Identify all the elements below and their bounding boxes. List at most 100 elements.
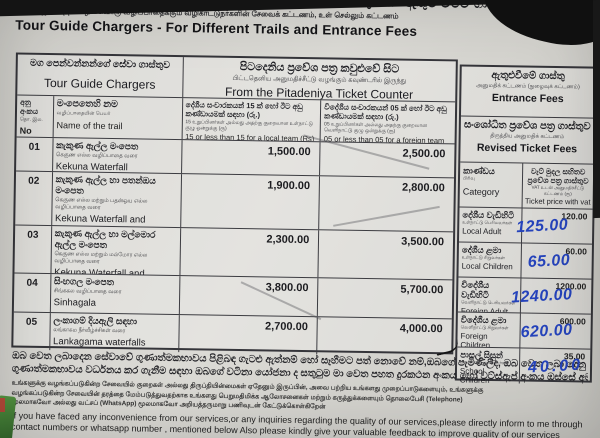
- trail-name-cell: සිංහගල මංපෙත சிங்ககல வழிப்பாதை வரை Sinha…: [50, 274, 180, 315]
- dark-right-edge: [593, 0, 600, 219]
- price-column-header: වැට් මුදල සහිතව ප්‍රවේශ පත්‍ර ගාස්තුව VA…: [523, 163, 594, 208]
- tour-guide-chargers-sinhala: මග පෙන්වන්නන්ගේ සේවා ගාස්තුව: [29, 57, 171, 71]
- local-team-fee: 2,300.00: [179, 228, 320, 278]
- handwritten-revised-fee: 1240.00: [510, 286, 573, 307]
- entrance-fees-header: ඇතුළුවීමේ ගාස්තු அனுமதிக் கட்டணம் (நுழைவ…: [460, 66, 595, 119]
- table-column-header-row: අනු අංකය தொ. இல. No මංපෙතෙහි නම வழிப்பாத…: [16, 95, 456, 145]
- entrance-fees-english: Entrance Fees: [491, 91, 564, 106]
- column-foreign-sinhala: විදේශීය සංචාරකයන් 05 ක් හෝ ඊට අඩු කණ්ඩාය…: [324, 102, 447, 122]
- trail-name-english: Kekuna Waterfall: [55, 161, 128, 174]
- foreign-team-fee: 5,700.00: [400, 283, 444, 297]
- fee-price-cell: 120.00 125.00: [516, 208, 592, 243]
- entrance-fees-tamil: அனுமதிக் கட்டணம் (நுழைவுக் கட்டணம்): [476, 82, 580, 91]
- trail-number: 01: [16, 137, 54, 172]
- entrance-fee-row: විදේශීය වැඩිහිටි வெளிநாட்டு பெரியவர்கள் …: [457, 277, 592, 315]
- trail-name-sinhala: කැකුණ ඇල්ල හා මල්මොර ඇල්ල මංපෙත: [54, 228, 156, 250]
- column-local-sinhala: දේශීය සංචාරකයන් 15 ක් හෝ ඊට අඩු කණ්ඩායමක…: [185, 100, 303, 120]
- column-local-team: දේශීය සංචාරකයන් 15 ක් හෝ ඊට අඩු කණ්ඩායමක…: [182, 98, 322, 142]
- column-trail-english: Name of the trail: [56, 120, 123, 132]
- revised-fees-tamil: திருத்திய அனுமதிக் கட்டணம்: [490, 132, 565, 141]
- fee-category-tamil: வெளிநாட்டு சிறுவர்கள்: [460, 324, 509, 331]
- fee-category: දේශීය වැඩිහිටි உள்நாட்டு பெரியவர்கள் Loc…: [459, 207, 523, 243]
- local-team-fee: 1,900.00: [180, 174, 321, 230]
- trail-name-tamil: கெகுண எல்ல வழிப்பாதை வரை: [55, 152, 138, 160]
- handwritten-revised-fee: 620.00: [520, 321, 574, 342]
- entrance-fees-sinhala: ඇතුළුවීමේ ගාස්තු: [491, 69, 565, 83]
- column-no: අනු අංකය தொ. இல. No: [16, 95, 54, 138]
- trail-name-english: Lankagama waterfalls: [53, 336, 146, 349]
- handwritten-revised-fee: 65.00: [527, 251, 571, 272]
- revised-ticket-fees-header: සංශෝධිත ප්‍රවේශ පත්‍ර ගාස්තුව திருத்திய …: [460, 116, 594, 165]
- tour-guide-chargers-english: Tour Guide Chargers: [43, 75, 156, 92]
- foreign-team-fee: 4,000.00: [399, 322, 443, 336]
- entrance-fee-row: විදේශීය ළමා வெளிநாட்டு சிறுவர்கள் Foreig…: [457, 312, 591, 350]
- revised-fees-sinhala: සංශෝධිත ප්‍රවේශ පත්‍ර ගාස්තුව: [463, 119, 591, 133]
- trail-number: 02: [15, 171, 53, 226]
- entrance-fees-panel: ඇතුළුවීමේ ගාස්තු அனுமதிக் கட்டணம் (நுழைவ…: [454, 64, 597, 384]
- column-no-tamil: தொ. இல.: [19, 116, 43, 123]
- trail-name-english: Kekuna Waterfall and pathanoya waterfall: [54, 213, 146, 227]
- trail-name-tamil: கெகுண எல்ல மற்றும் பதன்ஒய எல்ல வழிப்பாதை…: [55, 197, 148, 211]
- price-col-tamil: VAT உடன் அனுமதிச்சீட்டு கட்டணம் (ரூ): [531, 184, 585, 196]
- fee-category: දේශීය ළමා உள்நாட்டு சிறுவர்கள் Local Chi…: [458, 242, 523, 278]
- tour-guide-chargers-header: මග පෙන්වන්නන්ගේ සේවා ගාස්තුව Tour Guide …: [17, 54, 184, 98]
- price-col-english: Ticket price with vat: [524, 196, 591, 207]
- footer-notice: ඔබ වෙත ලබාදෙන සේවාවේ ගුණාත්මකභාවය පිළිබඳ…: [11, 349, 588, 438]
- trail-row: 04 සිංහගල මංපෙත சிங்ககல வழிப்பாதை வரை Si…: [13, 273, 453, 320]
- guide-charges-table: මග පෙන්වන්නන්ගේ සේවා ගාස්තුව Tour Guide …: [11, 52, 458, 355]
- trail-number: 05: [13, 312, 51, 351]
- trail-name-cell: කැකුණ ඇල්ල මංපෙත கெகுண எல்ல வழிப்பாதை வர…: [52, 138, 183, 174]
- foreign-team-fee: 2,500.00: [402, 147, 446, 161]
- table-header-merged-row: මග පෙන්වන්නන්ගේ සේවා ගාස්තුව Tour Guide …: [17, 54, 456, 103]
- trail-name-english: Sinhagala: [53, 297, 97, 309]
- entrance-fee-row: දේශීය ළමා உள்நாட்டு சிறுவர்கள் Local Chi…: [458, 242, 592, 280]
- handwritten-revised-fee: 40.00: [527, 356, 584, 377]
- entrance-fee-row: දේශීය වැඩිහිටි உள்நாட்டு பெரியவர்கள் Loc…: [458, 207, 593, 245]
- trail-name-cell: කැකුණ ඇල්ල හා පතන්ඔය මංපෙත கெகுண எல்ல மற…: [51, 172, 182, 228]
- fee-category-sinhala: විදේශීය වැඩිහිටි: [461, 279, 490, 300]
- fee-price-cell: 1200.00 1240.00: [511, 278, 591, 313]
- fee-category-tamil: வெளிநாட்டு பெரியவர்கள்: [461, 299, 516, 306]
- trail-row: 02 කැකුණ ඇල්ල හා පතන්ඔය මංපෙත கெகுண எல்ல…: [15, 171, 455, 233]
- column-foreign-team: විදේශීය සංචාරකයන් 05 ක් හෝ ඊට අඩු කණ්ඩාය…: [321, 100, 455, 143]
- handwritten-revised-fee: 125.00: [515, 216, 569, 237]
- fee-category-tamil: உள்நாட்டு சிறுவர்கள்: [461, 254, 505, 261]
- trail-name-sinhala: කැකුණ ඇල්ල මංපෙත: [56, 140, 139, 152]
- local-team-fee: 1,500.00: [181, 140, 321, 176]
- column-trail-sinhala: මංපෙතෙහි නම: [56, 98, 118, 111]
- column-trail-tamil: வழிப்பாதையின் பெயர்: [56, 110, 111, 118]
- trail-name-cell: ලංකාගම් දියඇලි සඳහා லங்காகம நீர்வீழ்ச்சி…: [49, 313, 180, 353]
- column-trail-name: මංපෙතෙහි නම வழிப்பாதையின் பெயர் Name of …: [53, 96, 183, 140]
- trail-number: 03: [14, 225, 52, 274]
- category-english: Category: [462, 186, 500, 197]
- fee-price-cell: 60.00 65.00: [522, 243, 592, 278]
- ticket-counter-header: පිටදෙනිය ප්‍රවේශ පත්‍ර කවුළුවේ සිට பிட்ட…: [183, 57, 456, 101]
- fee-category: විදේශීය ළමා வெளிநாட்டு சிறுவர்கள் Foreig…: [457, 312, 521, 348]
- local-team-fee: 2,700.00: [178, 315, 319, 355]
- trail-name-sinhala: කැකුණ ඇල්ල හා පතන්ඔය මංපෙත: [55, 174, 156, 196]
- trail-name-tamil: கெகுண எல்ல மற்றும் மல்மோர எல்ல வழிப்பாதை…: [54, 251, 148, 265]
- column-no-sinhala: අනු අංකය: [19, 97, 39, 116]
- fee-category-english: Local Children: [461, 261, 513, 271]
- fee-category-tamil: உள்நாட்டு பெரியவர்கள்: [462, 219, 513, 226]
- category-tamil: பிரிவு: [462, 175, 475, 181]
- trail-row: 03 කැකුණ ඇල්ල හා මල්මොර ඇල්ල මංපෙත கெகுண…: [14, 225, 454, 281]
- foreign-team-fee: 3,500.00: [401, 235, 445, 249]
- column-foreign-tamil: 05 உறுப்பினர்கள் அல்லது அதற்கு குறைவான வ…: [323, 121, 428, 135]
- column-local-tamil: 15 உறுப்பினர்கள் அல்லது அதற்கு குறைவான உ…: [185, 119, 314, 132]
- price-col-sinhala: වැට් මුදල සහිතව ප්‍රවේශ පත්‍ර ගාස්තුව: [527, 166, 589, 186]
- fee-price-cell: 600.00 620.00: [520, 313, 590, 348]
- trail-name-sinhala: ලංකාගම් දියඇලි සඳහා: [53, 315, 138, 327]
- trail-name-cell: කැකුණ ඇල්ල හා මල්මොර ඇල්ල මංපෙත கெகுண எல…: [51, 226, 181, 276]
- column-no-english: No: [19, 125, 32, 136]
- revised-fees-english: Revised Ticket Fees: [476, 141, 578, 156]
- trail-name-tamil: சிங்ககல வழிப்பாதை வரை: [53, 288, 122, 296]
- entrance-columns-header: කාණ්ඩය பிரிவு Category වැට් මුදල සහිතව ප…: [459, 162, 594, 210]
- trail-name-tamil: லங்காகம நீர்வீழ்ச்சிகள் வரை: [53, 327, 126, 335]
- trail-name-sinhala: සිංහගල මංපෙත: [53, 276, 115, 288]
- category-column-header: කාණ්ඩය பிரிவு Category: [459, 162, 524, 208]
- fee-category-english: Foreign Adult: [460, 306, 509, 313]
- red-marker-spot: [0, 398, 5, 412]
- local-team-fee: 3,800.00: [179, 276, 319, 317]
